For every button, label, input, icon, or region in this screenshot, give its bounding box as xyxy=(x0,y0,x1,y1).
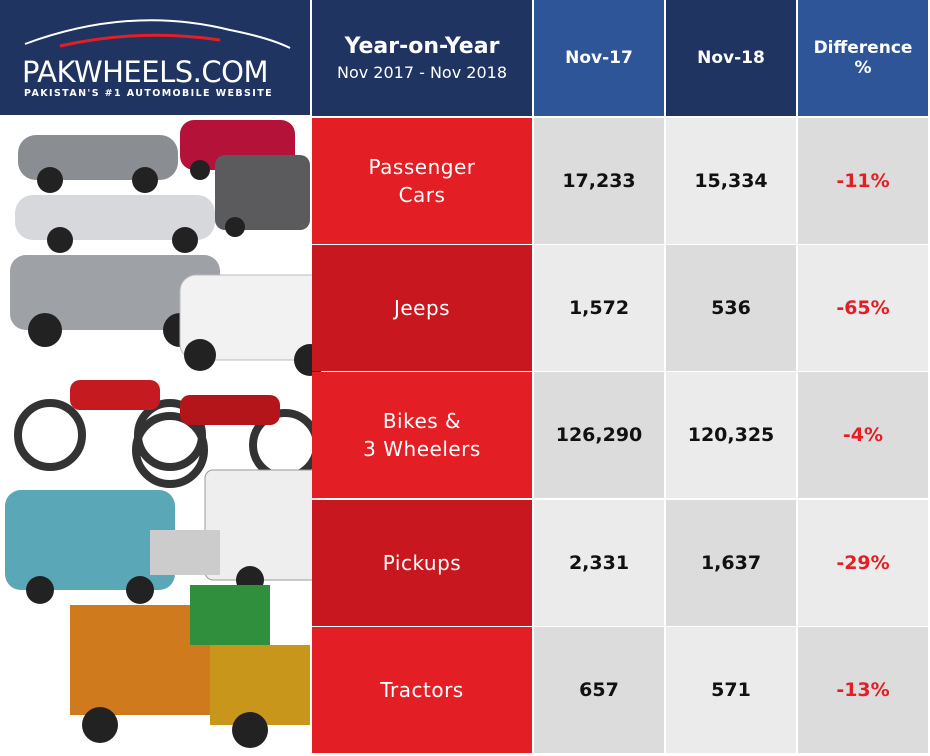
row-label: Tractors xyxy=(312,626,532,753)
cell-value: 1,572 xyxy=(568,297,630,320)
cell-value: 571 xyxy=(711,678,751,701)
row-label-text: Tractors xyxy=(380,677,464,702)
value-cell: 120,325 xyxy=(666,372,796,499)
value-cell: 1,572 xyxy=(534,245,664,372)
row-label: Jeeps xyxy=(312,245,532,372)
column-header-text: % xyxy=(854,58,872,78)
value-cell: 126,290 xyxy=(534,372,664,499)
pickups xyxy=(5,469,325,604)
value-cell: 657 xyxy=(534,626,664,753)
column-header-text: Difference xyxy=(813,38,913,58)
value-cell: -13% xyxy=(798,626,928,753)
column-header: Nov-17 xyxy=(534,0,664,116)
row-label-text: Pickups xyxy=(382,550,462,575)
cars xyxy=(15,120,310,253)
cell-value: -29% xyxy=(836,551,890,574)
jeeps xyxy=(10,255,325,376)
row-label-text: Cars xyxy=(398,183,446,207)
value-cell: -29% xyxy=(798,499,928,626)
value-cell: -65% xyxy=(798,245,928,372)
cell-value: 536 xyxy=(711,297,751,320)
row-label-text: Bikes & xyxy=(382,409,462,434)
cell-value: 126,290 xyxy=(555,424,643,447)
logo-tagline: PAKISTAN'S #1 AUTOMOBILE WEBSITE xyxy=(24,88,274,99)
value-cell: 571 xyxy=(666,626,796,753)
cell-value: -13% xyxy=(836,678,890,701)
cell-value: -4% xyxy=(842,424,884,447)
value-cell: 17,233 xyxy=(534,118,664,244)
header-title: Year-on-Year xyxy=(344,34,500,59)
logo: PAKWHEELS.COM PAKISTAN'S #1 AUTOMOBILE W… xyxy=(0,0,310,115)
row-label-text: 3 Wheelers xyxy=(363,437,481,462)
cell-value: 120,325 xyxy=(687,424,775,447)
cell-value: -65% xyxy=(836,297,890,320)
row-label-text: Passenger xyxy=(368,155,476,179)
row-label: Passenger Cars xyxy=(312,118,532,244)
cell-value: 1,637 xyxy=(700,551,762,574)
column-header-text: Nov-17 xyxy=(565,48,633,68)
row-label-text: Jeeps xyxy=(393,296,451,321)
column-header: Difference% xyxy=(798,0,928,116)
value-cell: 15,334 xyxy=(666,118,796,244)
value-cell: -11% xyxy=(798,118,928,244)
row-label: Pickups xyxy=(312,499,532,626)
bikes xyxy=(14,380,321,488)
logo-title: PAKWHEELS.COM xyxy=(22,55,268,89)
vehicle-illustrations xyxy=(5,120,325,748)
cell-value: -11% xyxy=(836,170,890,192)
truck xyxy=(70,585,310,748)
cell-value: 17,233 xyxy=(562,170,636,192)
header-title-cell: Year-on-Year Nov 2017 - Nov 2018 xyxy=(312,0,532,116)
cell-value: 15,334 xyxy=(694,170,768,192)
row-label: Bikes & 3 Wheelers xyxy=(312,372,532,499)
value-cell: 536 xyxy=(666,245,796,372)
logo-swoosh xyxy=(24,19,291,49)
cell-value: 2,331 xyxy=(568,551,630,574)
header-subtitle: Nov 2017 - Nov 2018 xyxy=(336,63,507,82)
value-cell: -4% xyxy=(798,372,928,499)
value-cell: 1,637 xyxy=(666,499,796,626)
cell-value: 657 xyxy=(579,678,619,701)
column-header: Nov-18 xyxy=(666,0,796,116)
value-cell: 2,331 xyxy=(534,499,664,626)
column-header-text: Nov-18 xyxy=(697,48,765,68)
